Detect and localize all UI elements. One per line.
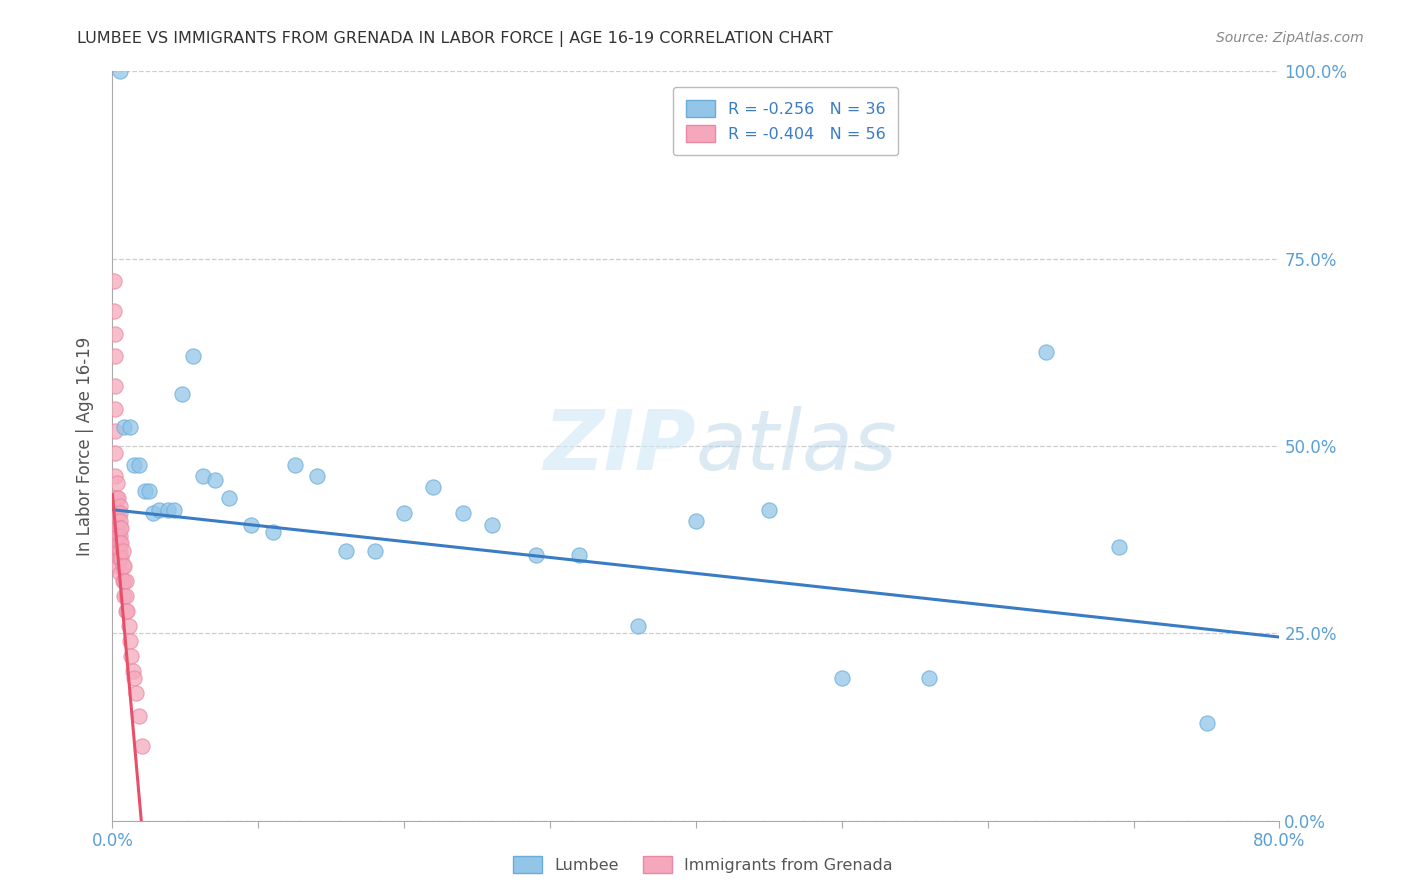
Point — [104, 491, 127, 506]
Point — [107, 507, 129, 521]
Point — [451, 507, 474, 521]
Point — [163, 502, 186, 516]
Point — [1035, 345, 1057, 359]
Point — [112, 420, 135, 434]
Point — [108, 544, 131, 558]
Point — [111, 544, 134, 558]
Point — [481, 517, 503, 532]
Point — [105, 514, 128, 528]
Point — [128, 708, 150, 723]
Point — [112, 558, 135, 573]
Point — [105, 521, 128, 535]
Point — [1108, 540, 1130, 554]
Point — [114, 574, 136, 588]
Point — [758, 502, 780, 516]
Point — [156, 502, 179, 516]
Point — [120, 648, 142, 663]
Point — [110, 551, 132, 566]
Point — [108, 507, 131, 521]
Point — [107, 551, 129, 566]
Point — [107, 491, 129, 506]
Text: Source: ZipAtlas.com: Source: ZipAtlas.com — [1216, 31, 1364, 45]
Point — [103, 304, 125, 318]
Point — [1195, 716, 1218, 731]
Point — [104, 349, 127, 363]
Point — [524, 548, 547, 562]
Point — [114, 589, 136, 603]
Point — [115, 604, 138, 618]
Point — [105, 529, 128, 543]
Point — [111, 574, 134, 588]
Point — [364, 544, 387, 558]
Point — [108, 566, 131, 581]
Point — [110, 521, 132, 535]
Point — [107, 558, 129, 573]
Point — [108, 521, 131, 535]
Point — [104, 379, 127, 393]
Point — [104, 401, 127, 416]
Text: LUMBEE VS IMMIGRANTS FROM GRENADA IN LABOR FORCE | AGE 16-19 CORRELATION CHART: LUMBEE VS IMMIGRANTS FROM GRENADA IN LAB… — [77, 31, 834, 47]
Point — [105, 544, 128, 558]
Point — [172, 386, 194, 401]
Point — [114, 604, 136, 618]
Point — [105, 502, 128, 516]
Point — [104, 326, 127, 341]
Point — [134, 483, 156, 498]
Point — [305, 469, 328, 483]
Point — [108, 551, 131, 566]
Point — [118, 420, 141, 434]
Point — [105, 536, 128, 550]
Point — [918, 671, 941, 685]
Point — [107, 544, 129, 558]
Point — [831, 671, 853, 685]
Point — [108, 64, 131, 78]
Point — [142, 507, 165, 521]
Legend: R = -0.256   N = 36, R = -0.404   N = 56: R = -0.256 N = 36, R = -0.404 N = 56 — [673, 87, 898, 155]
Point — [104, 469, 127, 483]
Point — [627, 619, 650, 633]
Point — [124, 458, 146, 472]
Point — [108, 499, 131, 513]
Point — [112, 589, 135, 603]
Point — [108, 514, 131, 528]
Point — [284, 458, 307, 472]
Point — [125, 686, 148, 700]
Text: ZIP: ZIP — [543, 406, 696, 486]
Point — [685, 514, 707, 528]
Point — [148, 502, 170, 516]
Point — [124, 671, 146, 685]
Point — [111, 558, 134, 573]
Point — [122, 664, 145, 678]
Point — [204, 473, 226, 487]
Point — [107, 529, 129, 543]
Point — [105, 476, 128, 491]
Point — [110, 536, 132, 550]
Point — [422, 480, 444, 494]
Legend: Lumbee, Immigrants from Grenada: Lumbee, Immigrants from Grenada — [506, 849, 900, 880]
Point — [181, 349, 204, 363]
Point — [218, 491, 240, 506]
Point — [394, 507, 416, 521]
Point — [108, 536, 131, 550]
Point — [240, 517, 263, 532]
Point — [262, 525, 284, 540]
Point — [118, 633, 141, 648]
Point — [107, 521, 129, 535]
Point — [128, 458, 150, 472]
Point — [568, 548, 591, 562]
Point — [104, 424, 127, 438]
Point — [104, 446, 127, 460]
Point — [107, 536, 129, 550]
Point — [117, 619, 139, 633]
Point — [103, 274, 125, 288]
Point — [191, 469, 214, 483]
Point — [335, 544, 357, 558]
Point — [108, 529, 131, 543]
Point — [131, 739, 153, 753]
Point — [138, 483, 160, 498]
Y-axis label: In Labor Force | Age 16-19: In Labor Force | Age 16-19 — [76, 336, 94, 556]
Point — [112, 574, 135, 588]
Text: atlas: atlas — [696, 406, 897, 486]
Point — [105, 491, 128, 506]
